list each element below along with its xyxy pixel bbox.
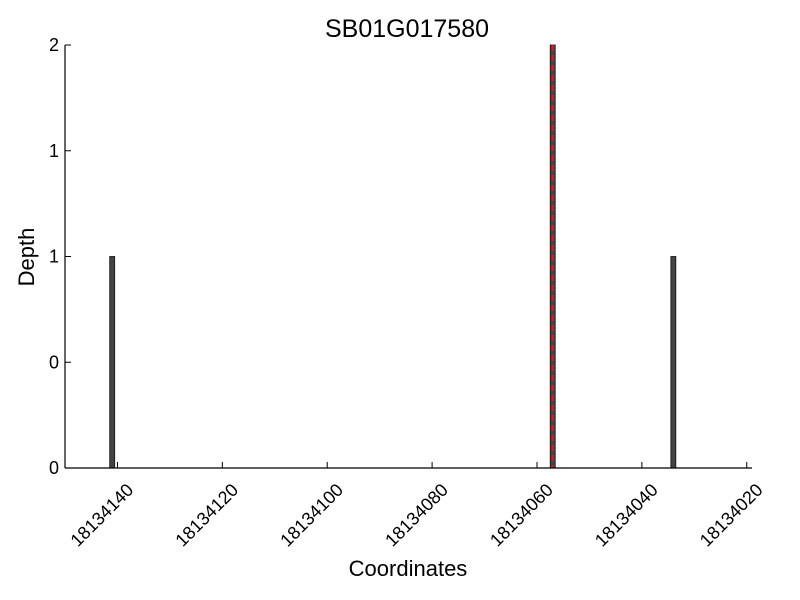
x-tick-label: 18134040 [591, 480, 662, 551]
bars-group [109, 44, 677, 469]
x-tick-label: 18134080 [381, 480, 452, 551]
y-tick-label: 0 [49, 352, 59, 372]
chart-title: SB01G017580 [325, 15, 489, 43]
x-tick-label: 18134120 [171, 480, 242, 551]
bar [109, 256, 116, 469]
x-tick-label: 18134140 [67, 480, 138, 551]
x-ticks-group: 18134140 18134120 18134100 18134080 18134060… [67, 462, 767, 551]
y-tick-label: 0 [49, 458, 59, 478]
x-tick-label: 18134100 [276, 480, 347, 551]
x-axis-label: Coordinates [349, 556, 468, 581]
y-tick-label: 1 [49, 247, 59, 267]
x-tick-label: 18134020 [696, 480, 767, 551]
x-tick-label: 18134060 [486, 480, 557, 551]
y-tick-label: 2 [49, 35, 59, 55]
y-tick-label: 1 [49, 141, 59, 161]
y-axis-label: Depth [14, 228, 39, 287]
bar [670, 256, 677, 469]
y-ticks-group: 0 0 1 1 2 [49, 35, 71, 478]
